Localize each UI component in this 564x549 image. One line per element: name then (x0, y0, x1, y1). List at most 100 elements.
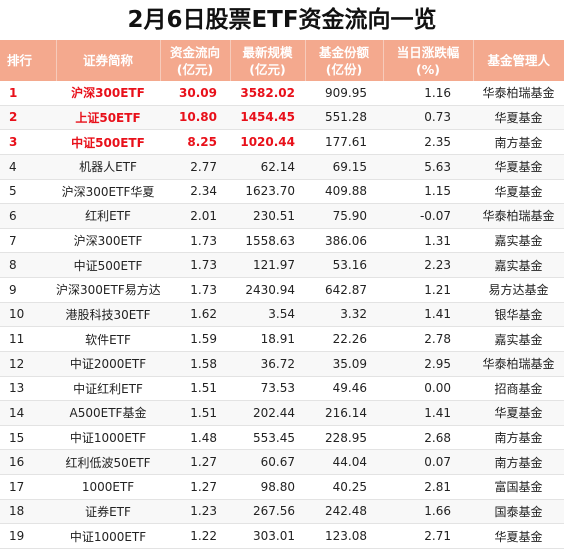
cell-flow: 1.51 (160, 376, 230, 402)
etf-flow-sheet: 2月6日股票ETF资金流向一览 排行 证券简称 资金流向 (亿元) 最新规模 (亿元… (0, 7, 564, 549)
cell-change: 2.68 (383, 425, 473, 451)
cell-rank: 17 (0, 474, 56, 500)
cell-name: 港股科技30ETF (56, 302, 160, 328)
cell-share: 909.95 (305, 81, 383, 106)
cell-rank: 3 (0, 129, 56, 155)
cell-rank: 18 (0, 499, 56, 525)
cell-share: 40.25 (305, 474, 383, 500)
cell-name: 软件ETF (56, 326, 160, 352)
cell-share: 53.16 (305, 252, 383, 278)
cell-name: 机器人ETF (56, 154, 160, 180)
header-change: 当日涨跌幅 (%) (383, 40, 474, 81)
cell-manager: 华泰柏瑞基金 (473, 351, 564, 377)
cell-manager: 银华基金 (473, 302, 564, 328)
cell-change: 0.00 (383, 376, 473, 402)
cell-scale: 2430.94 (230, 277, 305, 303)
cell-rank: 16 (0, 449, 56, 475)
cell-name: 证券ETF (56, 499, 160, 525)
page-title: 2月6日股票ETF资金流向一览 (127, 7, 437, 33)
cell-manager: 南方基金 (473, 129, 564, 155)
cell-share: 123.08 (305, 523, 383, 549)
cell-name: 中证2000ETF (56, 351, 160, 377)
cell-name: 上证50ETF (56, 105, 160, 131)
table-row: 4 机器人ETF 2.77 62.14 69.15 5.63 华夏基金 (0, 154, 564, 180)
cell-change: 1.21 (383, 277, 473, 303)
cell-scale: 303.01 (230, 523, 305, 549)
cell-rank: 5 (0, 179, 56, 205)
header-manager: 基金管理人 (473, 40, 564, 81)
cell-name: 中证1000ETF (56, 425, 160, 451)
cell-flow: 1.27 (160, 449, 230, 475)
cell-rank: 8 (0, 252, 56, 278)
cell-flow: 2.01 (160, 203, 230, 229)
etf-table: 排行 证券简称 资金流向 (亿元) 最新规模 (亿元) 基金份额 (亿份) 当日涨跌幅… (0, 40, 564, 549)
table-body: 1 沪深300ETF 30.09 3582.02 909.95 1.16 华泰柏瑞基金 2 上证… (0, 81, 564, 549)
cell-scale: 3.54 (230, 302, 305, 328)
cell-share: 3.32 (305, 302, 383, 328)
cell-rank: 13 (0, 376, 56, 402)
cell-rank: 19 (0, 523, 56, 549)
cell-share: 216.14 (305, 400, 383, 426)
cell-share: 386.06 (305, 228, 383, 254)
cell-manager: 华夏基金 (473, 105, 564, 131)
cell-change: 2.78 (383, 326, 473, 352)
table-row: 13 中证红利ETF 1.51 73.53 49.46 0.00 招商基金 (0, 376, 564, 402)
cell-name: 中证500ETF (56, 252, 160, 278)
header-scale: 最新规模 (亿元) (230, 40, 306, 81)
cell-name: 中证500ETF (56, 129, 160, 155)
cell-scale: 1020.44 (230, 129, 305, 155)
cell-flow: 2.77 (160, 154, 230, 180)
cell-flow: 1.73 (160, 252, 230, 278)
cell-rank: 6 (0, 203, 56, 229)
table-row: 17 1000ETF 1.27 98.80 40.25 2.81 富国基金 (0, 474, 564, 500)
cell-scale: 1454.45 (230, 105, 305, 131)
cell-name: A500ETF基金 (56, 400, 160, 426)
cell-flow: 1.62 (160, 302, 230, 328)
cell-rank: 9 (0, 277, 56, 303)
table-header-row: 排行 证券简称 资金流向 (亿元) 最新规模 (亿元) 基金份额 (亿份) 当日涨跌幅… (0, 40, 564, 81)
table-row: 2 上证50ETF 10.80 1454.45 551.28 0.73 华夏基金 (0, 105, 564, 131)
cell-share: 75.90 (305, 203, 383, 229)
cell-manager: 南方基金 (473, 449, 564, 475)
cell-change: 1.66 (383, 499, 473, 525)
cell-share: 642.87 (305, 277, 383, 303)
cell-flow: 1.58 (160, 351, 230, 377)
cell-change: 1.31 (383, 228, 473, 254)
table-row: 3 中证500ETF 8.25 1020.44 177.61 2.35 南方基金 (0, 129, 564, 155)
cell-flow: 1.27 (160, 474, 230, 500)
cell-manager: 南方基金 (473, 425, 564, 451)
cell-flow: 1.73 (160, 228, 230, 254)
cell-rank: 4 (0, 154, 56, 180)
table-row: 11 软件ETF 1.59 18.91 22.26 2.78 嘉实基金 (0, 326, 564, 352)
table-row: 7 沪深300ETF 1.73 1558.63 386.06 1.31 嘉实基金 (0, 228, 564, 254)
cell-manager: 易方达基金 (473, 277, 564, 303)
table-row: 9 沪深300ETF易方达 1.73 2430.94 642.87 1.21 易方达基金 (0, 277, 564, 303)
cell-share: 409.88 (305, 179, 383, 205)
cell-name: 沪深300ETF (56, 228, 160, 254)
cell-manager: 嘉实基金 (473, 252, 564, 278)
cell-flow: 1.51 (160, 400, 230, 426)
cell-share: 242.48 (305, 499, 383, 525)
cell-scale: 98.80 (230, 474, 305, 500)
cell-flow: 1.22 (160, 523, 230, 549)
cell-manager: 华夏基金 (473, 400, 564, 426)
table-row: 15 中证1000ETF 1.48 553.45 228.95 2.68 南方基金 (0, 425, 564, 451)
cell-share: 35.09 (305, 351, 383, 377)
cell-manager: 招商基金 (473, 376, 564, 402)
header-rank: 排行 (0, 40, 57, 81)
cell-change: 2.95 (383, 351, 473, 377)
cell-name: 红利ETF (56, 203, 160, 229)
cell-name: 沪深300ETF (56, 81, 160, 106)
cell-change: 5.63 (383, 154, 473, 180)
cell-flow: 2.34 (160, 179, 230, 205)
cell-name: 沪深300ETF华夏 (56, 179, 160, 205)
cell-scale: 36.72 (230, 351, 305, 377)
cell-share: 22.26 (305, 326, 383, 352)
cell-change: 0.07 (383, 449, 473, 475)
cell-change: 2.23 (383, 252, 473, 278)
cell-manager: 国泰基金 (473, 499, 564, 525)
cell-rank: 10 (0, 302, 56, 328)
cell-flow: 1.48 (160, 425, 230, 451)
cell-rank: 1 (0, 81, 56, 106)
cell-flow: 30.09 (160, 81, 230, 106)
